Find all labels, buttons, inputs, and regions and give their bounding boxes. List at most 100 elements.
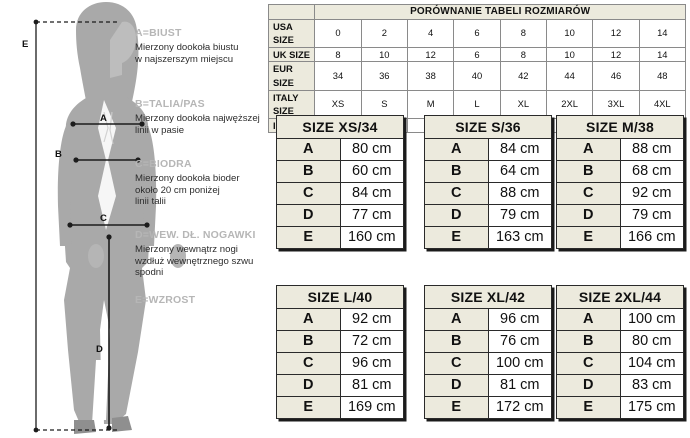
- comparison-row-label: ITALY SIZE: [267, 89, 316, 119]
- size-row-key: A: [424, 138, 489, 161]
- marker-label-B: B: [55, 149, 62, 160]
- size-table-row: B 72 cm: [276, 330, 404, 353]
- size-row-value: 166 cm: [619, 226, 684, 249]
- size-table-row: C 96 cm: [276, 352, 404, 375]
- size-table-title: SIZE L/40: [276, 285, 404, 309]
- comparison-cell: 48: [638, 61, 687, 91]
- size-table-row: A 88 cm: [556, 138, 684, 161]
- comparison-cell: 34: [314, 61, 362, 91]
- size-row-key: E: [424, 396, 489, 419]
- size-row-value: 172 cm: [487, 396, 552, 419]
- legend-heading-B: B=TALIA/PAS: [135, 98, 205, 110]
- comparison-cell: 0: [314, 18, 362, 48]
- size-row-value: 92 cm: [619, 182, 684, 205]
- comparison-cell: 38: [406, 61, 455, 91]
- size-row-key: C: [556, 352, 621, 375]
- size-table-title: SIZE M/38: [556, 115, 684, 139]
- comparison-cell: 42: [499, 61, 547, 91]
- size-table-row: C 92 cm: [556, 182, 684, 205]
- size-row-key: B: [424, 330, 489, 353]
- size-table-row: B 60 cm: [276, 160, 404, 183]
- size-row-key: D: [276, 374, 341, 397]
- size-row-key: B: [276, 330, 341, 353]
- size-row-key: D: [424, 204, 489, 227]
- size-row-key: C: [276, 352, 341, 375]
- size-table-header-row: SIZE L/40: [276, 285, 404, 309]
- comparison-cell: 36: [360, 61, 408, 91]
- marker-label-A: A: [100, 113, 107, 124]
- size-row-value: 80 cm: [339, 138, 404, 161]
- comparison-cell: 14: [638, 18, 687, 48]
- size-table-row: A 80 cm: [276, 138, 404, 161]
- size-table-row: A 100 cm: [556, 308, 684, 331]
- size-row-value: 88 cm: [487, 182, 552, 205]
- comparison-cell: 8: [499, 18, 547, 48]
- size-row-value: 60 cm: [339, 160, 404, 183]
- size-row-key: A: [556, 138, 621, 161]
- comparison-cell: 6: [453, 18, 501, 48]
- comparison-cell: 3XL: [592, 89, 640, 119]
- legend-item-inseam: D=WEW. DŁ. NOGAWKI Mierzony wewnątrz nog…: [135, 229, 263, 279]
- size-row-key: D: [556, 374, 621, 397]
- size-table-header-row: SIZE 2XL/44: [556, 285, 684, 309]
- size-row-key: D: [276, 204, 341, 227]
- size-table-title: SIZE XL/42: [424, 285, 552, 309]
- size-table-row: B 64 cm: [424, 160, 552, 183]
- legend-body-C: Mierzony dookoła bioder około 20 cm poniż…: [135, 173, 240, 208]
- comparison-row: UK SIZE 8 10 12 6 8 10 12 14: [267, 46, 687, 63]
- size-row-value: 96 cm: [487, 308, 552, 331]
- size-row-key: C: [424, 182, 489, 205]
- comparison-cell: 10: [545, 46, 594, 63]
- measure-line-C: [67, 222, 150, 228]
- size-row-key: B: [556, 330, 621, 353]
- comparison-cell: 4: [406, 18, 455, 48]
- size-row-key: E: [424, 226, 489, 249]
- comparison-row: EUR SIZE 34 36 38 40 42 44 46 48: [267, 61, 687, 91]
- comparison-row: USA SIZE 0 2 4 6 8 10 12 14: [267, 18, 687, 48]
- size-row-key: B: [424, 160, 489, 183]
- size-table-row: E 163 cm: [424, 226, 552, 249]
- size-row-key: E: [556, 396, 621, 419]
- size-table-row: D 79 cm: [556, 204, 684, 227]
- size-row-key: D: [556, 204, 621, 227]
- size-row-value: 100 cm: [619, 308, 684, 331]
- size-table-row: C 88 cm: [424, 182, 552, 205]
- size-table-row: D 83 cm: [556, 374, 684, 397]
- size-table-l-40: SIZE L/40 A 92 cm B 72 cm C 96 cm D 81 cm E 169 cm: [276, 285, 404, 419]
- size-row-value: 79 cm: [619, 204, 684, 227]
- size-row-key: C: [556, 182, 621, 205]
- size-table-header-row: SIZE XL/42: [424, 285, 552, 309]
- legend-heading-A: A=BIUST: [135, 27, 182, 39]
- size-table-title: SIZE 2XL/44: [556, 285, 684, 309]
- size-table-row: E 175 cm: [556, 396, 684, 419]
- comparison-row-label: UK SIZE: [267, 46, 316, 63]
- size-table-row: E 160 cm: [276, 226, 404, 249]
- size-table-row: D 79 cm: [424, 204, 552, 227]
- size-row-value: 84 cm: [339, 182, 404, 205]
- size-table-xs-34: SIZE XS/34 A 80 cm B 60 cm C 84 cm D 77 cm E 160 c…: [276, 115, 404, 249]
- size-row-value: 81 cm: [339, 374, 404, 397]
- comparison-title-row: PORÓWNANIE TABELI ROZMIARÓW: [267, 4, 686, 20]
- comparison-cell: 6: [453, 46, 501, 63]
- comparison-cell: 10: [545, 18, 594, 48]
- size-table-row: B 76 cm: [424, 330, 552, 353]
- comparison-cell: 2XL: [545, 89, 594, 119]
- measure-line-D: [106, 234, 112, 431]
- comparison-title-spacer: [267, 4, 316, 20]
- size-row-value: 81 cm: [487, 374, 552, 397]
- size-table-row: B 68 cm: [556, 160, 684, 183]
- measure-line-E: [33, 19, 118, 433]
- marker-label-D: D: [96, 344, 103, 355]
- size-row-value: 76 cm: [487, 330, 552, 353]
- comparison-row-label: EUR SIZE: [267, 61, 316, 91]
- marker-label-E: E: [22, 39, 28, 50]
- size-table-row: C 100 cm: [424, 352, 552, 375]
- comparison-cell: XS: [314, 89, 362, 119]
- size-table-title: SIZE XS/34: [276, 115, 404, 139]
- size-row-value: 175 cm: [619, 396, 684, 419]
- size-row-value: 163 cm: [487, 226, 552, 249]
- legend-heading-C: C=BIODRA: [135, 158, 192, 170]
- size-table-row: E 166 cm: [556, 226, 684, 249]
- size-row-key: A: [556, 308, 621, 331]
- size-row-value: 169 cm: [339, 396, 404, 419]
